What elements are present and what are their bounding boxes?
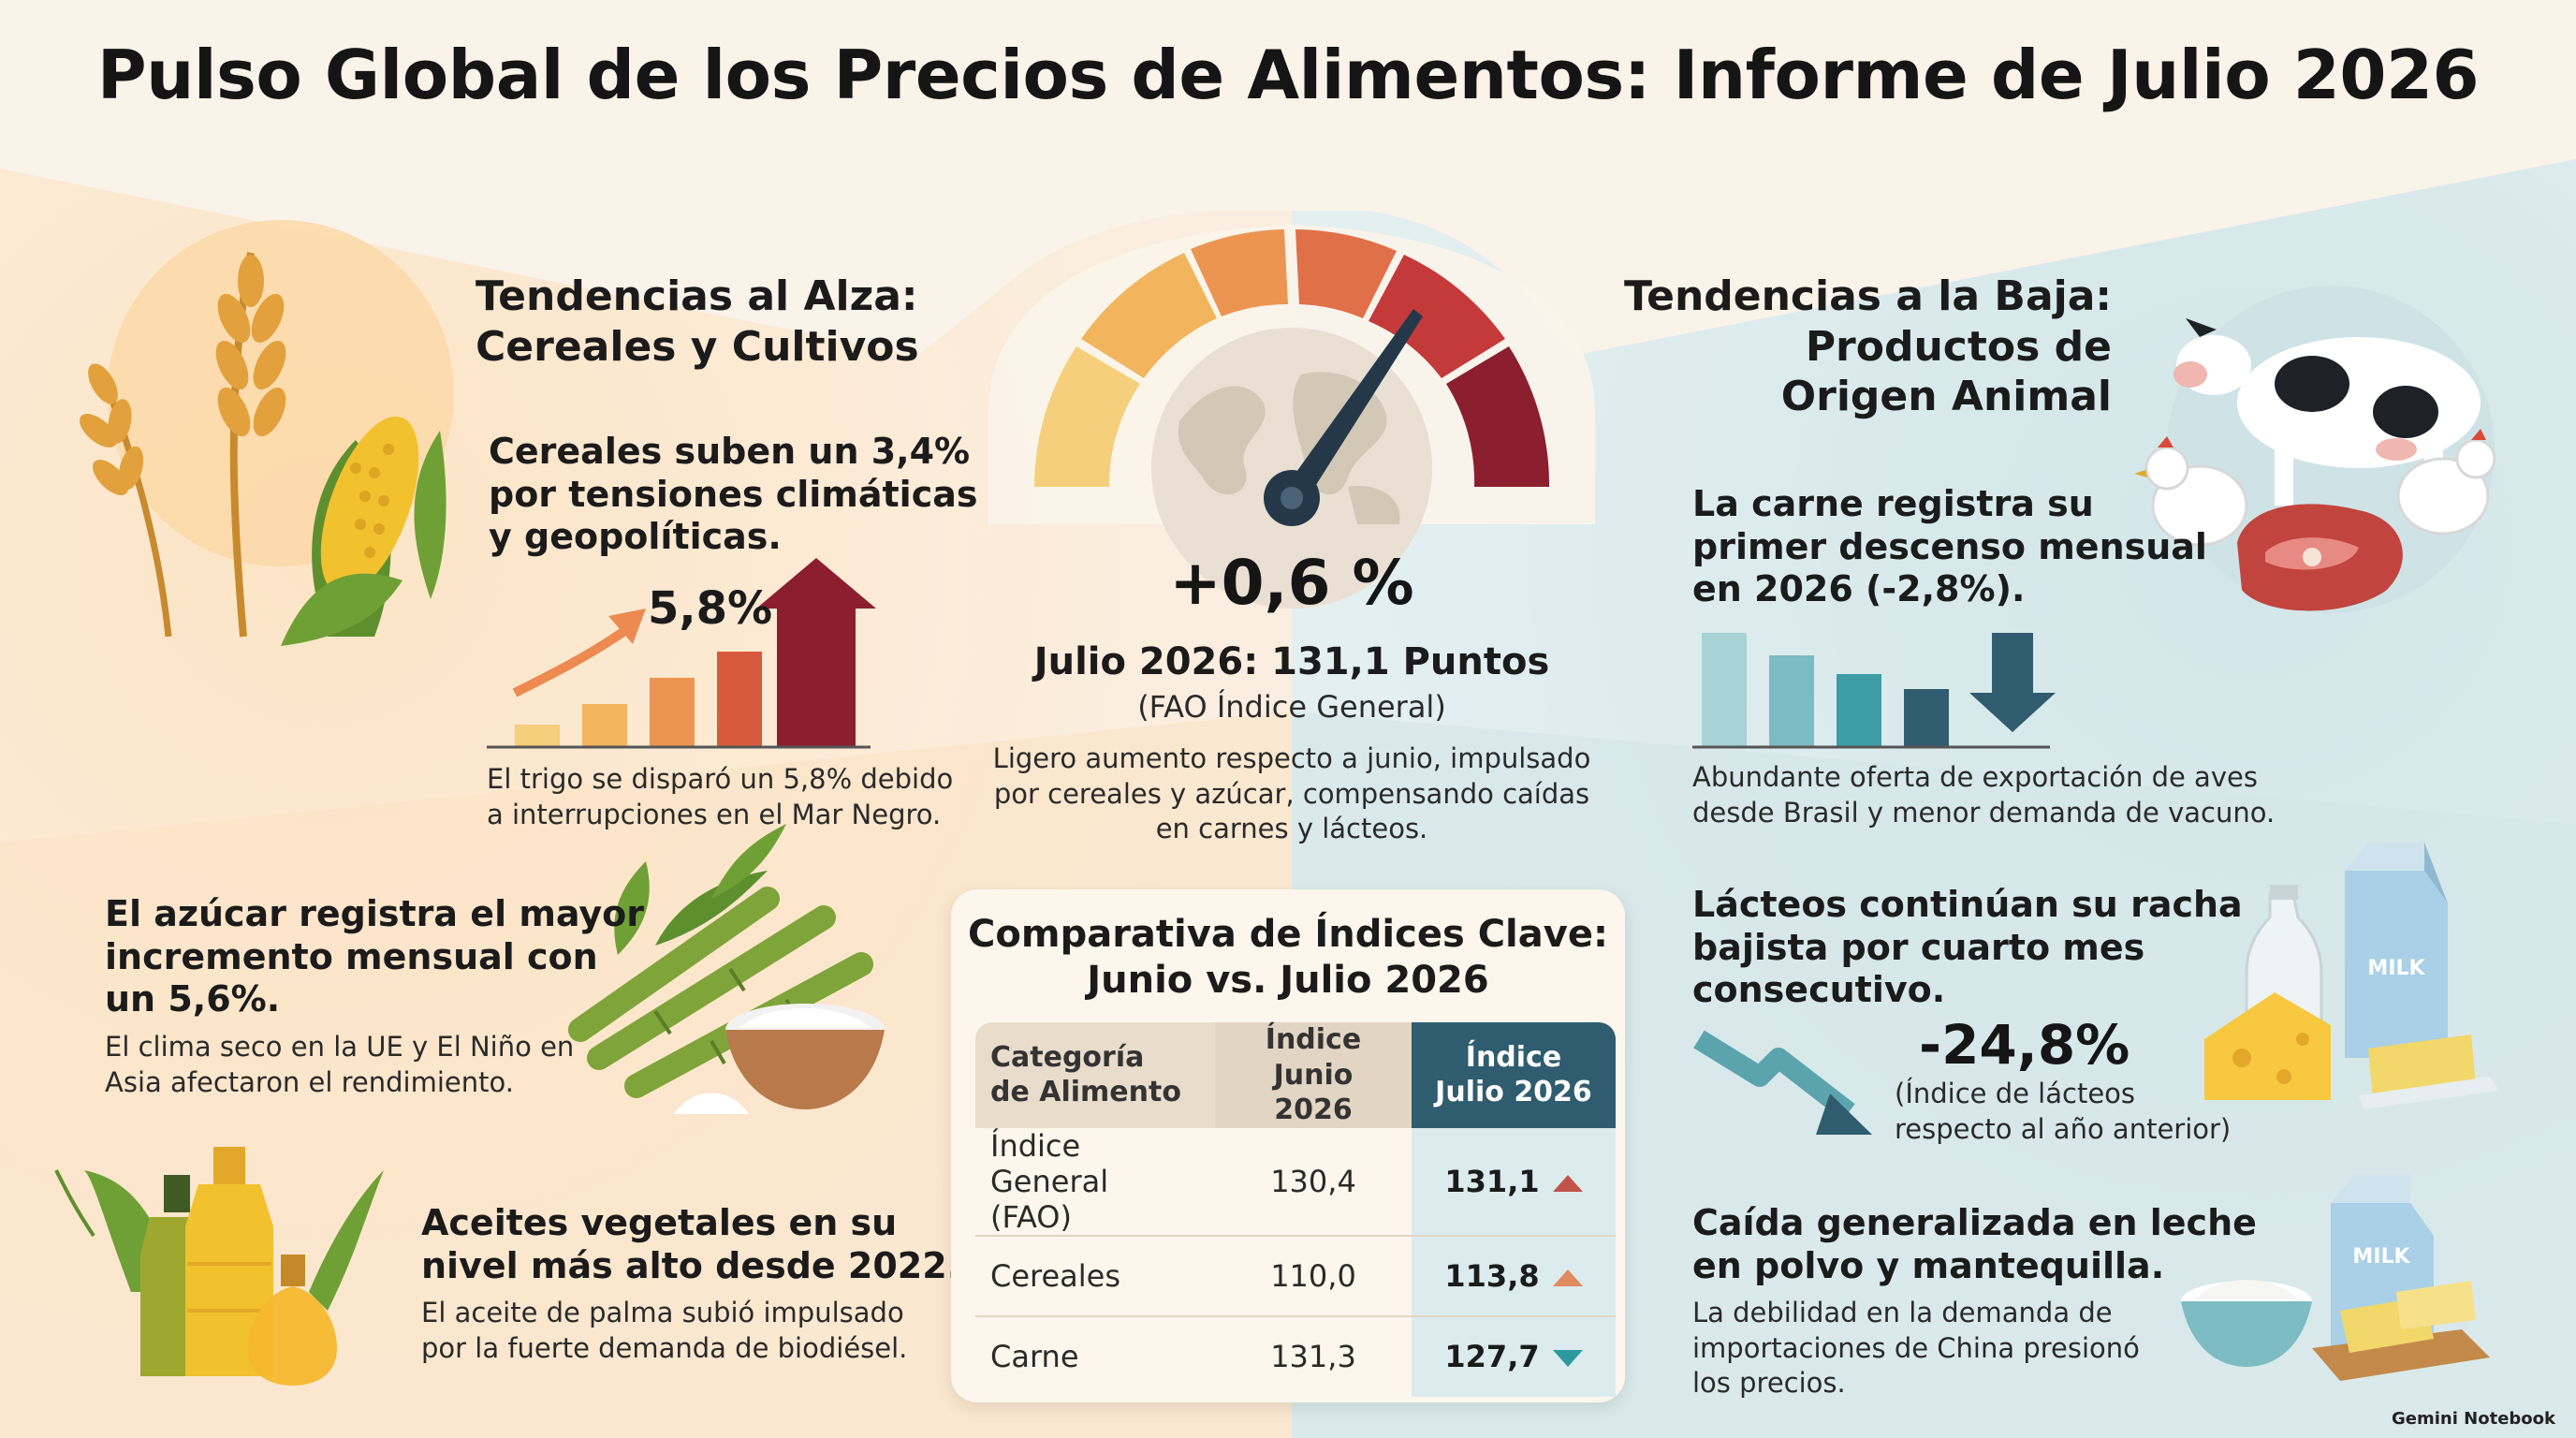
dairy-headline: Lácteos continúan su racha bajista por c…: [1692, 884, 2243, 1011]
milk-carton-label: MILK: [2367, 957, 2425, 980]
sugar-headline: El azúcar registra el mayor incremento m…: [105, 893, 645, 1020]
comparison-table: Categoría de Alimento Índice Junio 2026 …: [975, 1022, 1616, 1397]
row-july: 113,8: [1412, 1235, 1616, 1317]
milk-powder-icon: [2181, 1175, 2490, 1381]
dairy-note: (Índice de lácteos respecto al año anter…: [1895, 1078, 2232, 1145]
page-title: Pulso Global de los Precios de Alimentos…: [96, 36, 2480, 114]
table-row: Índice General (FAO) 130,4 131,1: [975, 1127, 1616, 1237]
falling-bar-chart: [1692, 633, 2056, 749]
down-trend-arrow: [1693, 1030, 1872, 1135]
oils-headline: Aceites vegetales en su nivel más alto d…: [421, 1202, 961, 1286]
rising-heading: Tendencias al Alza: Cereales y Cultivos: [476, 272, 919, 371]
sugar-note: El clima seco en la UE y El Niño en Asia…: [105, 1031, 575, 1098]
meat-note: Abundante oferta de exportación de aves …: [1692, 761, 2276, 829]
wheat-chart-label: 5,8%: [648, 582, 773, 635]
header-july: Índice Julio 2026: [1412, 1022, 1616, 1128]
milk-carton-label: MILK: [2352, 1245, 2410, 1269]
powder-headline: Caída generalizada en leche en polvo y m…: [1692, 1202, 2257, 1286]
index-change-value: +0,6 %: [1169, 547, 1414, 619]
index-name: (FAO Índice General): [1137, 689, 1446, 725]
header-category: Categoría de Alimento: [975, 1022, 1215, 1128]
wheat-corn-icon: [80, 220, 454, 646]
row-june: 130,4: [1215, 1127, 1412, 1237]
sugar-cane-icon: [568, 824, 885, 1114]
falling-heading: Tendencias a la Baja: Productos de Orige…: [1623, 272, 2112, 421]
row-june: 131,3: [1270, 1339, 1356, 1374]
rising-bar-chart: [487, 558, 876, 749]
comparison-card: Comparativa de Índices Clave: Junio vs. …: [951, 889, 1625, 1402]
trend-down-icon: [1552, 1350, 1583, 1367]
row-june: 110,0: [1215, 1235, 1412, 1317]
dairy-value: -24,8%: [1919, 1013, 2130, 1077]
row-july: 131,1: [1412, 1127, 1616, 1237]
meat-headline: La carne registra su primer descenso men…: [1692, 483, 2207, 610]
trend-up-icon: [1552, 1269, 1583, 1286]
oils-note: El aceite de palma subió impulsado por l…: [421, 1297, 908, 1364]
comparison-title: Comparativa de Índices Clave: Junio vs. …: [968, 913, 1608, 1002]
cow-chicken-icon: [2134, 286, 2496, 613]
table-row: Cereales 110,0 113,8: [975, 1235, 1616, 1317]
cereals-note: El trigo se disparó un 5,8% debido a int…: [487, 763, 954, 830]
index-description: Ligero aumento respecto a junio, impulsa…: [992, 742, 1591, 845]
gauge-icon: [1034, 229, 1550, 609]
row-category: Índice General (FAO): [975, 1127, 1215, 1237]
trend-up-icon: [1552, 1174, 1583, 1192]
row-category: Cereales: [975, 1235, 1215, 1317]
header-june: Índice Junio 2026: [1215, 1022, 1412, 1128]
table-row: Carne 131,3 127,7: [975, 1315, 1616, 1397]
row-category: Carne: [990, 1339, 1079, 1374]
dairy-icon: [2204, 843, 2499, 1109]
index-points: Julio 2026: 131,1 Puntos: [1033, 640, 1550, 683]
oil-bottles-icon: [54, 1147, 384, 1386]
powder-note: La debilidad en la demanda de importacio…: [1692, 1297, 2140, 1400]
brand-label: Gemini Notebook: [2392, 1409, 2555, 1429]
row-july: 127,7: [1412, 1315, 1616, 1397]
cereals-headline: Cereales suben un 3,4% por tensiones cli…: [489, 431, 978, 558]
